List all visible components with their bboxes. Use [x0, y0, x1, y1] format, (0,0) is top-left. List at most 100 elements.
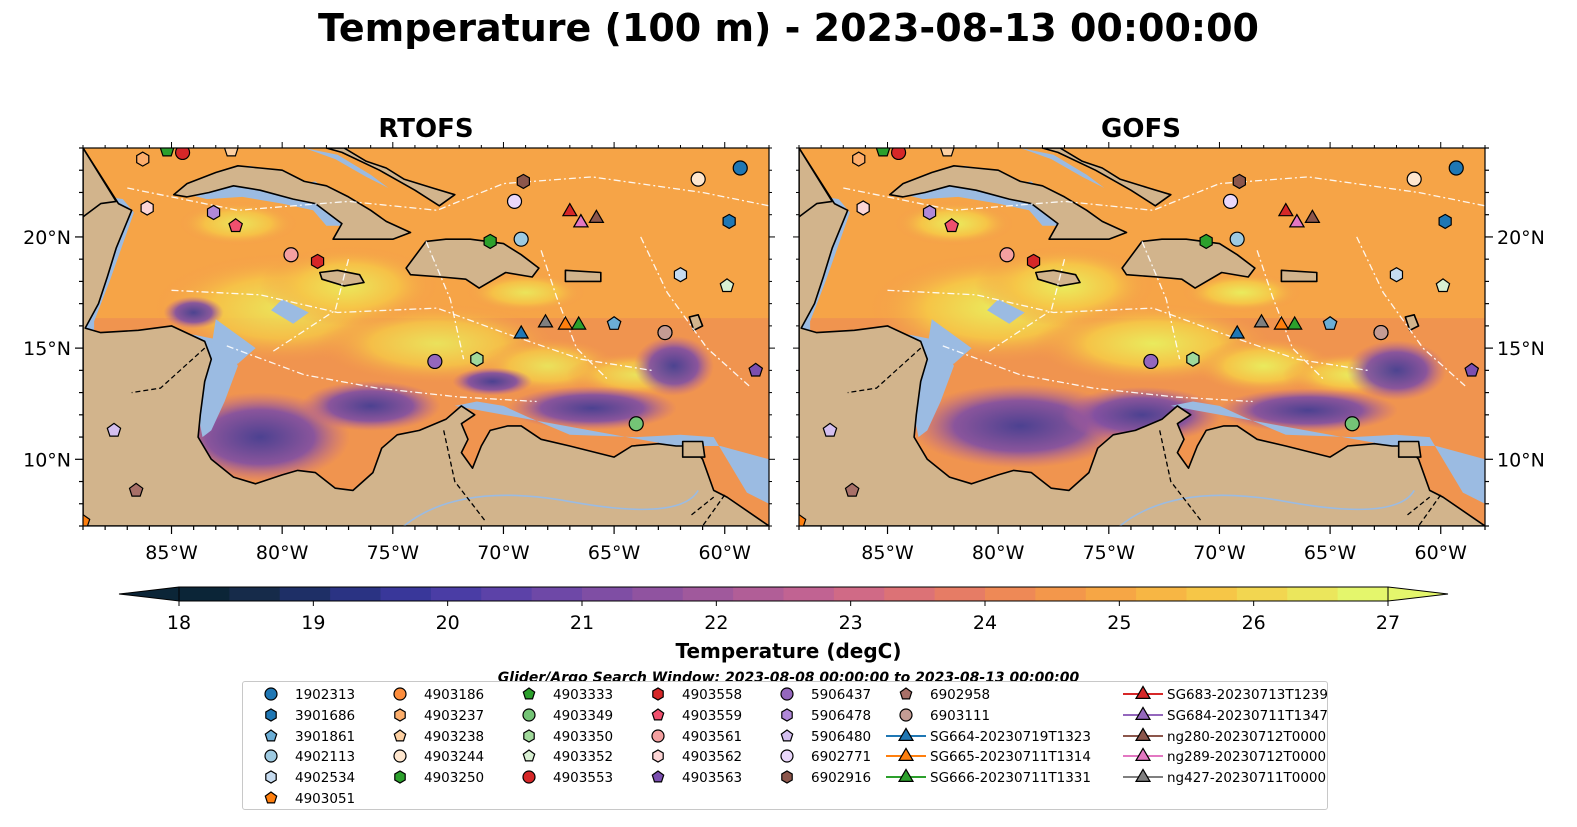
- legend-marker-icon: [1123, 747, 1163, 762]
- legend-marker-icon: [264, 791, 278, 804]
- obs-6902916-marker: [516, 173, 531, 190]
- obs-4903333-marker: [875, 148, 891, 157]
- obs-4903238-marker: [223, 148, 239, 157]
- legend-marker-icon: [652, 687, 664, 701]
- colorbar-bin: [380, 587, 432, 601]
- legend-marker-icon: [264, 728, 278, 742]
- obs-4903349-marker: [1344, 416, 1360, 432]
- colorbar-tick-label: 22: [704, 612, 728, 634]
- colorbar-bin: [1136, 587, 1187, 601]
- legend-marker: [899, 687, 913, 700]
- legend-marker: [393, 687, 407, 701]
- legend-label: SG666-20230711T1331: [930, 770, 1091, 787]
- legend-marker: [1134, 768, 1152, 783]
- obs-SG665-20230711T1314-marker: [557, 315, 574, 330]
- legend-label: SG684-20230711T1347: [1167, 707, 1328, 724]
- legend-label: 6902916: [811, 770, 872, 787]
- obs-5906478-marker: [922, 204, 937, 221]
- colorbar-tick-label: 25: [1107, 612, 1131, 634]
- obs-4903563-marker: [1464, 362, 1480, 377]
- land-trinidad: [681, 440, 706, 458]
- legend-marker: [265, 770, 277, 784]
- legend-label: 6902958: [930, 687, 991, 703]
- legend-marker: [652, 749, 664, 764]
- legend-marker: [393, 728, 407, 742]
- colorbar-bin: [632, 587, 684, 601]
- legend-marker-icon: [393, 687, 407, 701]
- legend-label: 4903563: [682, 770, 743, 787]
- obs-5906437-marker: [1143, 353, 1159, 370]
- land-puerto-rico: [1280, 269, 1318, 283]
- legend-marker: [522, 770, 536, 784]
- obs-3901686-marker: [722, 213, 736, 230]
- land-mainland-left_top: [83, 148, 117, 218]
- obs-3901861-marker: [606, 315, 622, 330]
- obs-4903558-marker: [310, 253, 325, 270]
- colorbar-bin: [229, 587, 281, 601]
- land-lesser-antilles: [688, 313, 704, 332]
- colorbar-bin: [783, 587, 835, 601]
- colorbar-bin: [1085, 587, 1137, 601]
- obs-SG666-20230711T1331-marker: [1286, 315, 1303, 330]
- legend-marker-icon: [781, 708, 793, 722]
- land-jamaica: [318, 269, 365, 287]
- obs-4903562-marker: [856, 200, 870, 216]
- land-hispaniola: [405, 238, 540, 289]
- legend: 1902313 3901686 3901861 4902113 4902534 49030…: [242, 681, 1328, 810]
- lon-tick-label: 75°W: [367, 542, 420, 564]
- obs-ng427-20230711T0000-marker: [1253, 313, 1270, 328]
- legend-label: 4902113: [295, 749, 356, 766]
- legend-label: 5906478: [811, 707, 872, 724]
- obs-6903111-marker: [1373, 324, 1389, 341]
- lat-tick-label: 20°N: [1497, 227, 1545, 249]
- obs-5906480-marker: [822, 422, 838, 437]
- legend-marker: [394, 770, 406, 784]
- shelf-nicaragua-rise: [987, 299, 1025, 324]
- legend-marker: [522, 708, 536, 722]
- figure-title: Temperature (100 m) - 2023-08-13 00:00:0…: [317, 6, 1259, 50]
- obs-3901686-marker: [1438, 213, 1452, 230]
- legend-label: 6903111: [930, 707, 991, 724]
- legend-label: ng280-20230712T0000: [1167, 728, 1327, 745]
- legend-label: 4903559: [682, 707, 743, 724]
- legend-marker: [651, 770, 665, 783]
- colorbar-tick-label: 27: [1376, 612, 1400, 634]
- legend-marker: [264, 728, 278, 742]
- lat-tick-label: 10°N: [1497, 449, 1545, 471]
- obs-4902113-marker: [1229, 231, 1245, 247]
- legend-marker-icon: [1123, 685, 1163, 699]
- legend-label: 4903237: [424, 707, 485, 724]
- land-trinidad: [1397, 440, 1422, 458]
- obs-6902771-marker: [506, 193, 523, 209]
- colorbar-bin: [582, 587, 633, 601]
- legend-label: 4903562: [682, 749, 743, 766]
- obs-4903559-marker: [228, 218, 244, 233]
- legend-marker-icon: [522, 749, 536, 762]
- legend-marker-icon: [522, 687, 536, 700]
- eez-boundary: [425, 241, 465, 360]
- colorbar: 18 19 20 21 22 23 24 25 26 27: [118, 586, 1449, 634]
- legend-marker: [522, 749, 536, 762]
- obs-SG666-20230711T1331-marker: [570, 315, 587, 330]
- obs-1902313-marker: [732, 160, 748, 176]
- legend-marker-icon: [264, 749, 278, 763]
- legend-label: 4903553: [553, 770, 614, 787]
- obs-6902958-marker: [128, 482, 144, 497]
- obs-4903244-marker: [690, 171, 706, 187]
- legend-marker-icon: [522, 770, 536, 784]
- legend-marker: [897, 747, 915, 762]
- colorbar-bin: [884, 587, 936, 601]
- lon-tick-label: 80°W: [256, 542, 309, 564]
- colorbar-bin: [279, 587, 331, 601]
- eez-boundary: [127, 176, 769, 211]
- legend-marker: [393, 749, 407, 763]
- legend-label: 4903244: [424, 749, 485, 766]
- obs-4903558-marker: [1026, 253, 1041, 270]
- obs-1902313-marker: [1448, 160, 1464, 176]
- legend-marker-icon: [899, 687, 913, 700]
- land-bahamas: [325, 148, 456, 207]
- obs-SG664-20230719T1323-marker: [513, 324, 530, 339]
- colorbar-bin: [985, 587, 1036, 601]
- colorbar-tick-label: 21: [570, 612, 594, 634]
- lat-tick-label: 10°N: [23, 449, 71, 471]
